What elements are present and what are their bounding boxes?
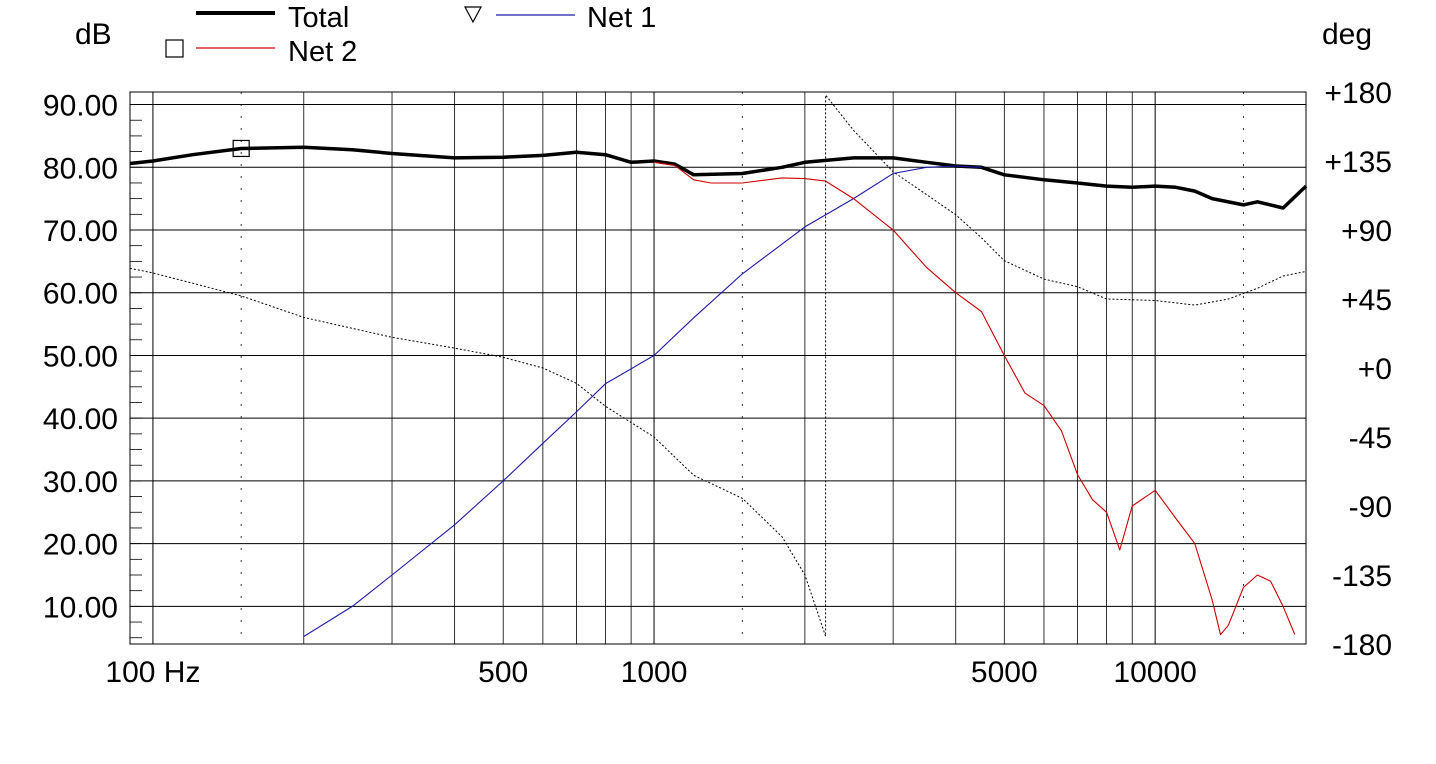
y-right-tick-label: +135 xyxy=(1324,146,1392,179)
x-tick-label: 10000 xyxy=(1113,656,1196,689)
series-line-total xyxy=(129,145,1308,210)
y-left-tick-label: 80.00 xyxy=(43,152,118,185)
y-right-tick-label: -180 xyxy=(1332,629,1392,662)
series-lines xyxy=(129,94,1308,637)
x-tick-label: 500 xyxy=(478,656,528,689)
y-right-tick-label: +180 xyxy=(1324,77,1392,110)
legend-net1-label: Net 1 xyxy=(587,2,656,34)
series-line-phase xyxy=(129,94,1307,637)
y-left-tick-label: 90.00 xyxy=(43,90,118,123)
y-left-tick-label: 40.00 xyxy=(43,403,118,436)
y-right-tick-label: -135 xyxy=(1332,560,1392,593)
x-tick-label: 100 Hz xyxy=(105,656,200,689)
y-left-tick-label: 50.00 xyxy=(43,340,118,373)
legend-net1-marker-icon xyxy=(464,6,482,24)
y-left-tick-label: 10.00 xyxy=(43,591,118,624)
y-right-tick-label: -90 xyxy=(1349,491,1392,524)
y-right-tick-label: +0 xyxy=(1358,353,1392,386)
x-tick-label: 5000 xyxy=(971,656,1038,689)
y-left-tick-label: 60.00 xyxy=(43,278,118,311)
grid xyxy=(129,92,1307,644)
y-left-tick-label: 70.00 xyxy=(43,215,118,248)
plot-frame xyxy=(129,91,1307,645)
legend-total-label: Total xyxy=(288,2,349,34)
series-marker-square xyxy=(232,139,250,158)
y-right-tick-label: +90 xyxy=(1341,215,1392,248)
series-line-net-2 xyxy=(653,161,1296,636)
tick-labels: 90.00 80.00 70.00 60.00 50.00 40.00 30.00 20.00… xyxy=(43,77,1392,689)
y-right-tick-label: -45 xyxy=(1349,422,1392,455)
y-left-tick-label: 30.00 xyxy=(43,466,118,499)
legend: Total Net 1 Net 2 xyxy=(165,2,656,68)
right-axis-unit: deg xyxy=(1322,18,1372,51)
legend-net2-marker-icon xyxy=(165,39,184,58)
series-line-net-1 xyxy=(303,165,982,637)
x-tick-label: 1000 xyxy=(621,656,688,689)
legend-net2-label: Net 2 xyxy=(288,36,357,68)
left-axis-unit: dB xyxy=(75,18,112,51)
y-right-tick-label: +45 xyxy=(1341,284,1392,317)
y-left-tick-label: 20.00 xyxy=(43,529,118,562)
